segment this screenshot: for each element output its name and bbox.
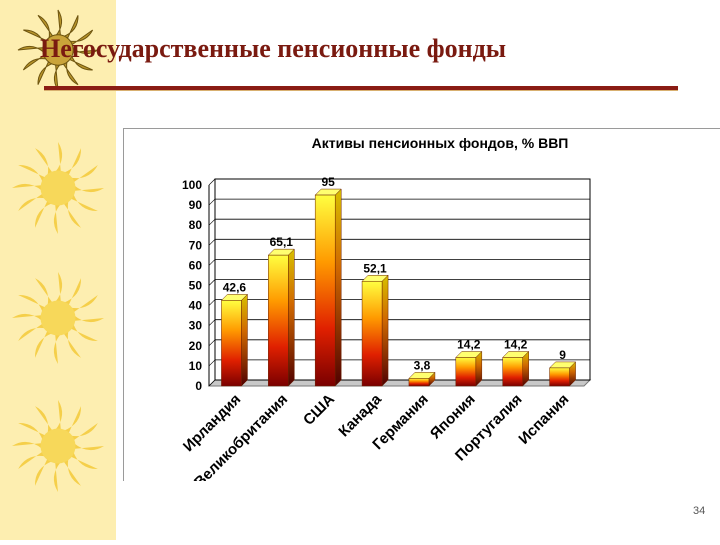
y-tick-label: 60: [189, 258, 203, 272]
y-tick-label: 80: [189, 218, 203, 232]
y-tick-label: 40: [189, 299, 203, 313]
bar-chart: Активы пенсионных фондов, % ВВП 0 10 20 30 4…: [180, 135, 592, 481]
sun-icon: [12, 272, 104, 364]
y-tick-label: 30: [189, 319, 203, 333]
sun-icon: [17, 9, 99, 91]
bar: [548, 361, 577, 387]
bar: [314, 188, 342, 387]
bar: [408, 371, 436, 387]
decorative-sidebar: [0, 0, 116, 540]
sun-pattern: [12, 9, 104, 492]
sun-icon: [12, 400, 104, 492]
bar: [455, 350, 483, 387]
data-label: 14,2: [457, 337, 481, 351]
bar: [267, 248, 295, 387]
y-tick-label: 50: [189, 279, 203, 293]
title-underline: [44, 86, 678, 91]
y-tick-label: 70: [189, 238, 203, 252]
sun-icon: [12, 142, 104, 234]
y-tick-label: 0: [195, 379, 202, 393]
page-number: 34: [693, 505, 706, 517]
y-tick-label: 90: [189, 198, 203, 212]
chart-panel: Активы пенсионных фондов, % ВВП 0 10 20 30 4…: [123, 128, 720, 481]
bar: [361, 274, 389, 387]
data-label: 42,6: [223, 280, 247, 294]
bar: [502, 350, 530, 387]
x-tick-label: Испания: [515, 391, 572, 448]
data-label: 65,1: [270, 235, 294, 249]
data-label: 3,8: [414, 358, 431, 372]
data-label: 52,1: [363, 261, 387, 275]
data-label: 95: [322, 175, 336, 189]
y-tick-label: 20: [189, 339, 203, 353]
chart-title: Активы пенсионных фондов, % ВВП: [312, 135, 569, 151]
y-tick-label: 100: [182, 178, 202, 192]
data-label: 9: [559, 348, 566, 362]
bar: [220, 293, 249, 387]
y-tick-label: 10: [189, 359, 203, 373]
data-label: 14,2: [504, 337, 528, 351]
x-tick-label: США: [300, 391, 338, 429]
slide-title: Негосударственные пенсионные фонды: [40, 34, 507, 63]
